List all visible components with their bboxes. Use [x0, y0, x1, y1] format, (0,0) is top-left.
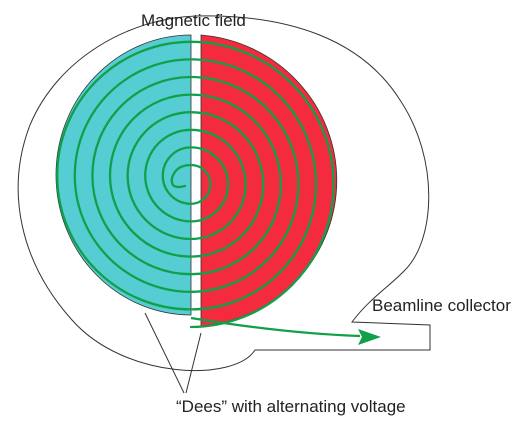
arrow-head-icon [358, 329, 381, 345]
dees-label: “Dees” with alternating voltage [176, 397, 406, 416]
magnetic-field-label: Magnetic field [141, 11, 246, 30]
dees-pointer-right [185, 332, 202, 394]
magnetic-field-boundary [17, 15, 431, 371]
dees-pointer-left [144, 312, 185, 394]
beam-exit-path [190, 316, 361, 338]
left-dee [55, 34, 192, 316]
beamline-collector-label: Beamline collector [372, 296, 511, 315]
particle-spiral-path [56, 40, 335, 329]
